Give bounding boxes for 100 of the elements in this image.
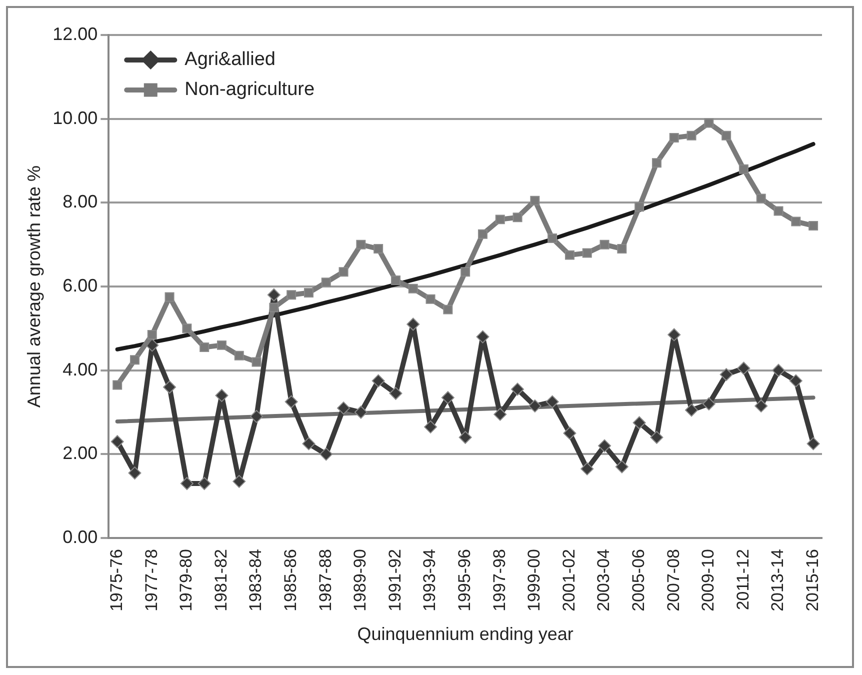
x-tick-label: 2013-14: [768, 549, 788, 612]
point: [704, 118, 714, 128]
point: [130, 355, 140, 365]
legend-label: Non-agriculture: [184, 79, 315, 100]
point: [528, 399, 542, 412]
x-axis-title: Quinquennium ending year: [357, 624, 574, 644]
point: [686, 130, 696, 140]
point: [267, 288, 280, 302]
point: [650, 430, 664, 444]
point: [304, 288, 314, 298]
point: [738, 164, 748, 174]
point: [808, 220, 818, 230]
point: [598, 439, 612, 452]
point: [426, 294, 436, 304]
point: [356, 240, 366, 250]
x-tick-label: 2005-06: [629, 549, 648, 612]
point: [164, 292, 174, 302]
point: [564, 250, 574, 260]
x-tick-label: 2003-04: [594, 549, 614, 612]
x-tick-label: 1991-92: [385, 549, 404, 612]
point: [458, 430, 472, 444]
point: [441, 391, 454, 404]
point: [580, 462, 594, 476]
point: [284, 395, 298, 408]
point: [198, 477, 211, 490]
point: [548, 234, 558, 244]
x-tick-label: 1983-84: [246, 549, 266, 612]
point: [737, 362, 750, 375]
point: [774, 206, 784, 216]
point: [617, 244, 627, 254]
point: [302, 437, 316, 450]
point: [269, 302, 279, 312]
point: [789, 374, 802, 388]
y-tick-label: 2.00: [62, 443, 98, 464]
point: [163, 380, 176, 394]
point: [110, 435, 124, 448]
point: [372, 374, 385, 388]
y-tick-label: 4.00: [62, 359, 98, 380]
point: [495, 214, 505, 224]
point: [756, 194, 766, 204]
point: [147, 330, 157, 340]
point: [546, 395, 559, 408]
x-tick-label: 1995-96: [455, 549, 474, 612]
point: [511, 382, 524, 396]
point: [791, 216, 801, 226]
x-tick-label: 2007-08: [664, 549, 683, 612]
y-tick-label: 10.00: [52, 108, 98, 128]
point: [476, 330, 490, 344]
x-tick-label: 1975-76: [107, 549, 126, 612]
y-tick-label: 8.00: [62, 192, 98, 212]
x-tick-label: 1997-98: [490, 549, 509, 612]
point: [374, 244, 384, 254]
point: [354, 406, 368, 419]
x-tick-label: 2009-10: [698, 549, 718, 612]
point: [685, 404, 698, 417]
point: [722, 130, 732, 140]
point: [668, 328, 681, 342]
point: [669, 132, 679, 142]
x-tick-label: 2015-16: [802, 549, 822, 612]
point: [563, 426, 576, 440]
y-tick-label: 12.00: [52, 24, 98, 44]
x-tick-label: 2011-12: [733, 549, 752, 610]
point: [460, 267, 470, 277]
point: [112, 380, 122, 390]
point: [252, 357, 262, 367]
point: [180, 477, 194, 490]
point: [702, 397, 716, 410]
point: [652, 158, 662, 168]
point: [250, 410, 264, 423]
point: [286, 290, 296, 300]
point: [234, 350, 244, 360]
point: [754, 399, 768, 412]
point: [806, 437, 820, 450]
x-tick-label: 1981-82: [211, 549, 230, 612]
point: [720, 368, 733, 382]
point: [389, 386, 402, 400]
point: [182, 324, 192, 334]
point: [632, 416, 646, 430]
point: [216, 340, 226, 350]
point: [390, 275, 400, 285]
x-tick-label: 1987-88: [316, 549, 335, 612]
point: [443, 304, 453, 314]
point: [321, 278, 331, 288]
point: [772, 364, 786, 377]
point: [232, 474, 246, 488]
point: [615, 460, 628, 474]
point: [408, 284, 418, 294]
point: [337, 402, 350, 415]
y-tick-label: 0.00: [62, 526, 98, 547]
point: [128, 466, 142, 480]
point: [478, 229, 488, 239]
point: [600, 240, 610, 250]
point: [338, 267, 348, 277]
point: [512, 212, 522, 222]
x-tick-label: 1977-78: [142, 549, 161, 612]
point: [494, 408, 507, 421]
point: [320, 448, 333, 461]
x-tick-label: 2001-02: [559, 549, 578, 612]
x-tick-label: 1989-90: [350, 549, 370, 612]
x-tick-label: 1999-00: [524, 549, 544, 612]
